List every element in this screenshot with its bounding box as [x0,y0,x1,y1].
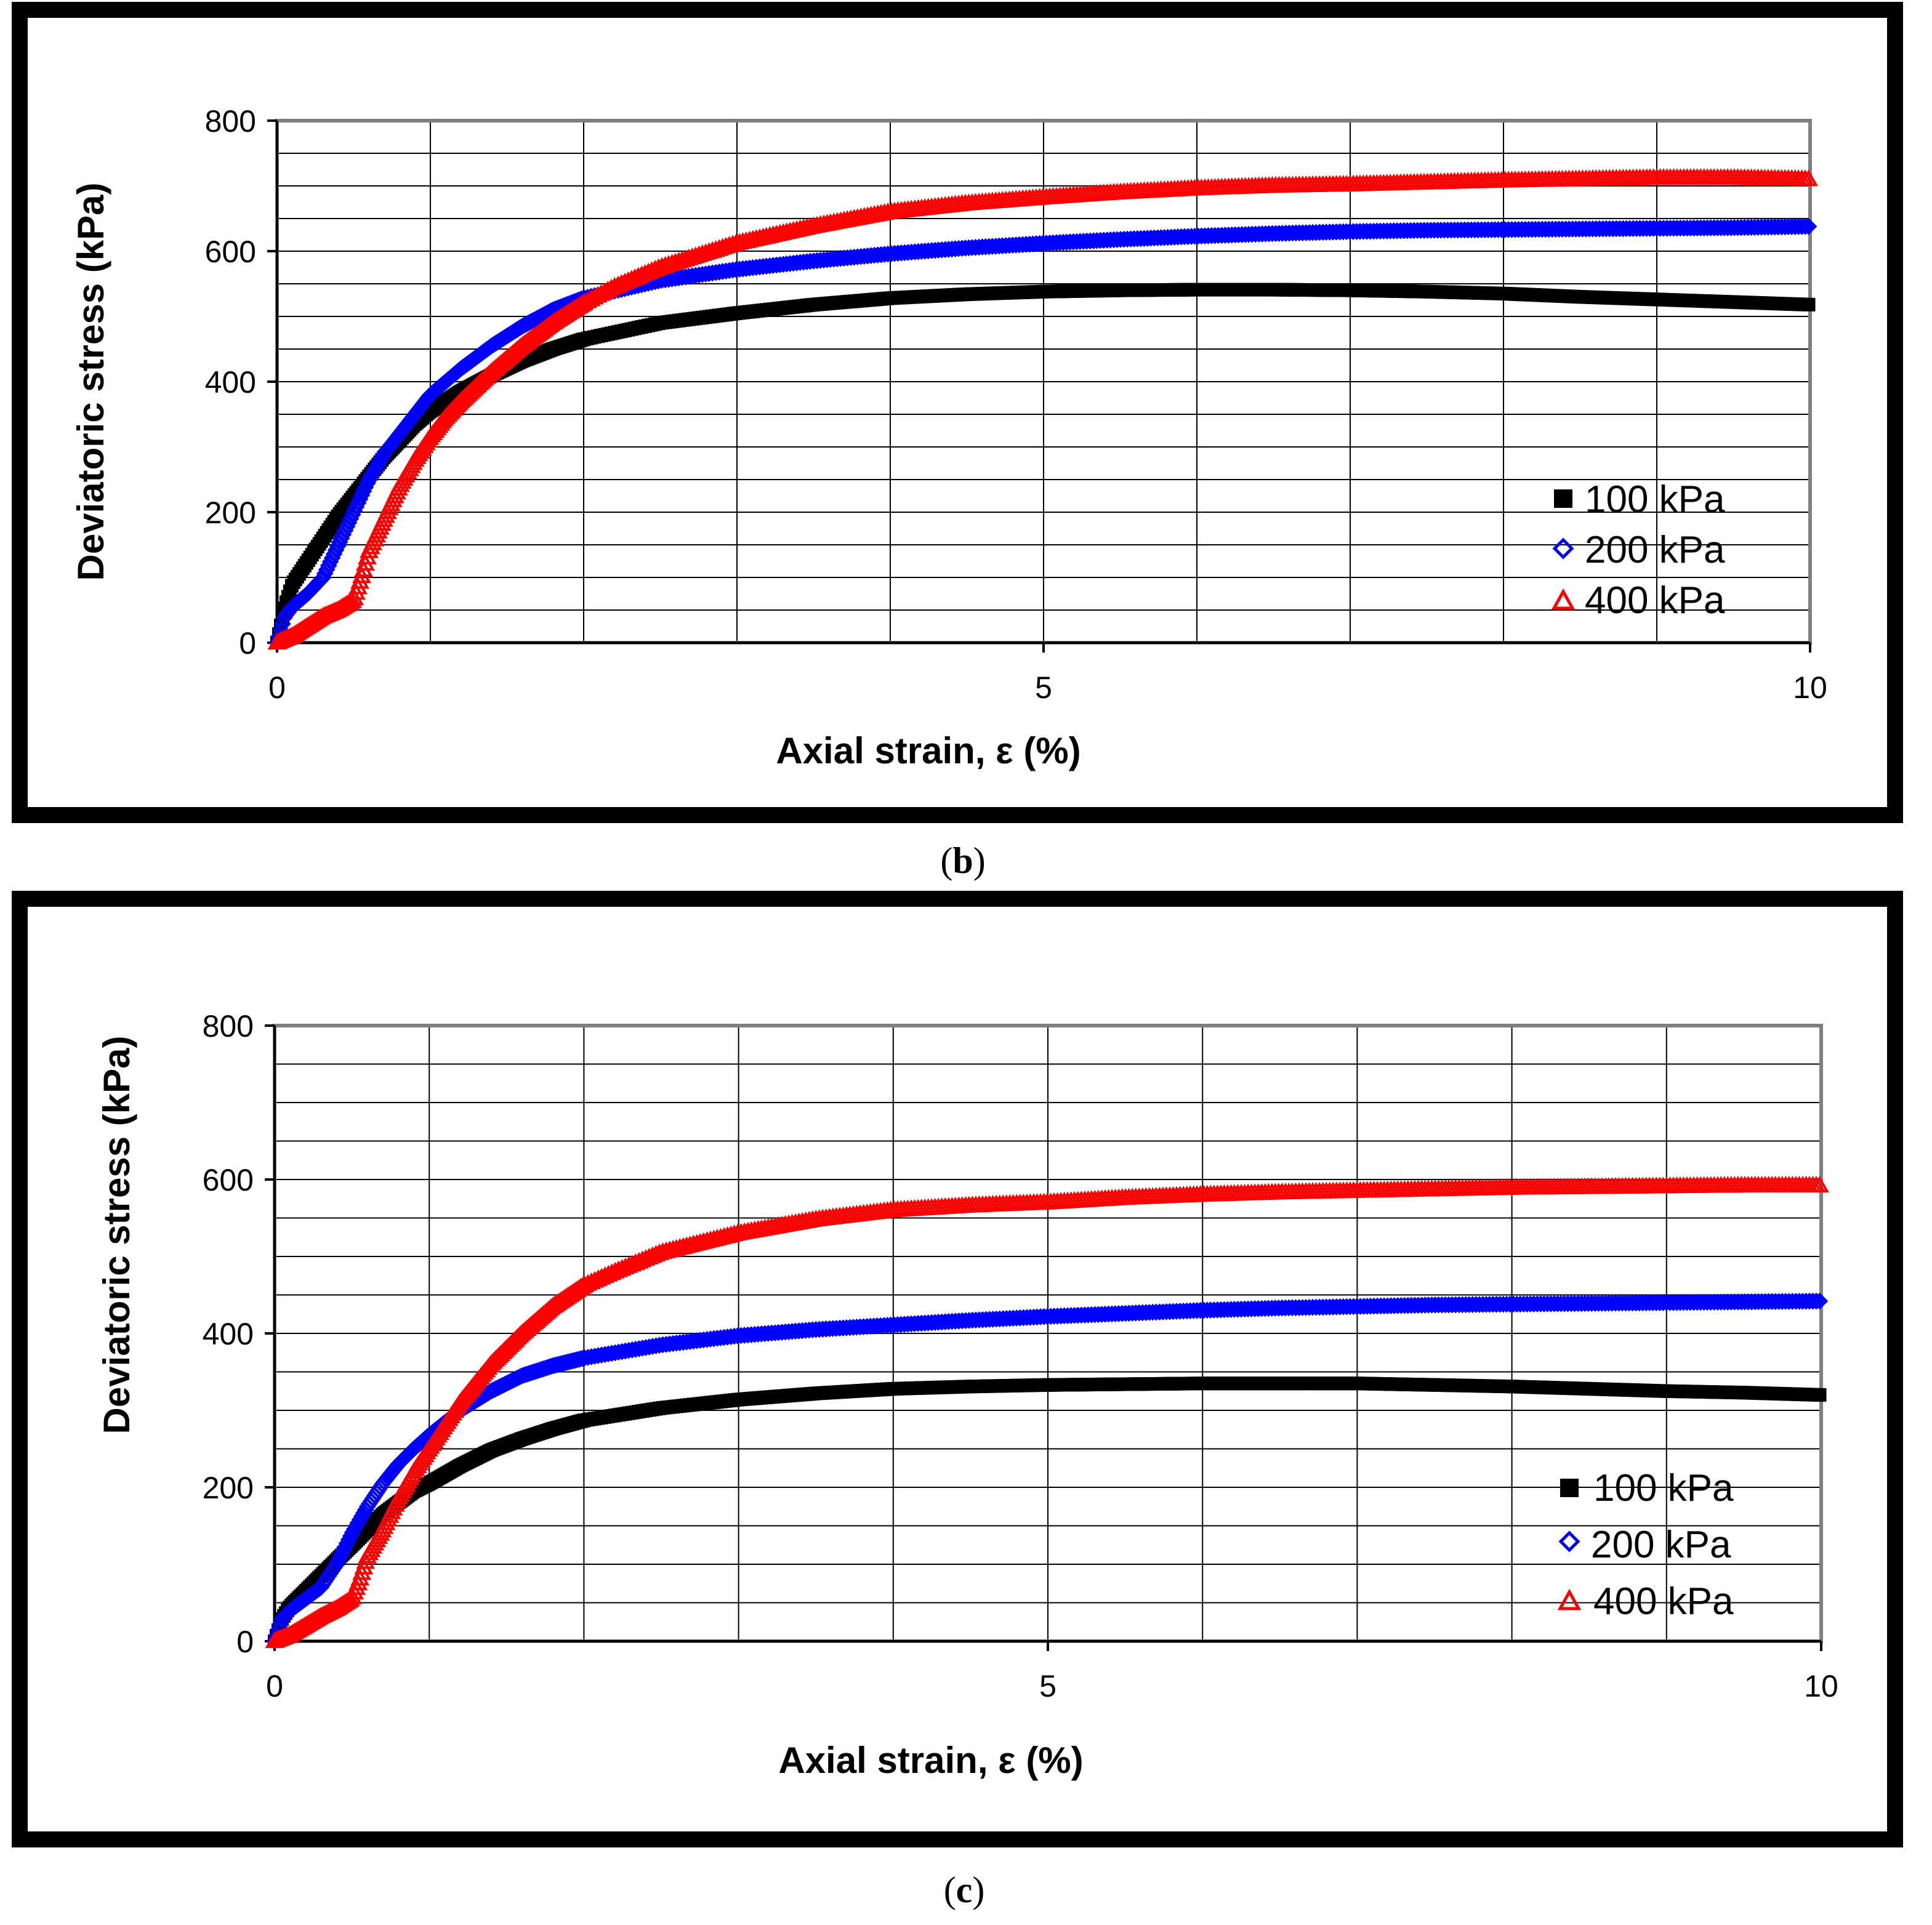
panel-b-legend-label-100: 100 kPa [1585,478,1725,521]
panel-c-y-tick-label: 0 [236,1625,254,1659]
panel-c: 0 200 400 600 800 0 5 10 Deviatoric stress (kP… [12,891,1903,1847]
panel-b-legend-label-200: 200 kPa [1585,529,1725,571]
panel-c-point-diamond [1804,1292,1822,1310]
panel-c-x-ticks: 0 5 10 [266,1641,1838,1703]
panel-c-legend: 100 kPa 200 kPa 400 kPa [1557,1467,1734,1623]
panel-b-y-tick-label: 800 [205,104,256,139]
panel-b-caption: (b) [940,840,985,881]
panel-c-x-axis-title: Axial strain, ε (%) [778,1740,1083,1781]
panel-b-y-tick-label: 200 [205,496,256,530]
panel-c-point-diamond [1808,1292,1825,1310]
panel-b-legend-marker-200 [1552,537,1574,560]
panel-b-legend-marker-100 [1554,489,1572,508]
panel-c-series-400-kpa [265,1175,1829,1648]
panel-c-frame [12,891,1903,1847]
panel-c-legend-label-100: 100 kPa [1593,1467,1734,1509]
panel-b-x-tick-label: 5 [1035,670,1052,705]
panel-c-series [265,1175,1829,1650]
panel-b-point-diamond [1793,218,1811,235]
panel-c-legend-marker-100 [1560,1479,1579,1497]
panel-c-y-ticks: 0 200 400 600 800 [203,1009,275,1659]
panel-b-frame [12,2,1903,823]
panel-c-point-triangle [1810,1175,1829,1192]
panel-b-series [267,168,1818,651]
panel-b-point-triangle [1799,169,1818,187]
panel-c-legend-marker-200 [1558,1530,1580,1553]
panel-b-point-diamond [1797,218,1814,235]
panel-b-legend-label-400: 400 kPa [1585,579,1725,622]
panel-c-x-tick-label: 5 [1039,1669,1057,1703]
panel-b-x-tick-label: 10 [1793,670,1827,705]
panel-c-x-tick-label: 0 [266,1669,283,1703]
panel-c-legend-label-200: 200 kPa [1591,1524,1731,1566]
panel-b-x-ticks: 0 5 10 [268,643,1827,705]
panel-b-y-tick-label: 400 [205,365,256,400]
panel-c-point-square [1813,1388,1827,1402]
panel-b-point-square [1801,297,1816,311]
panel-b-y-tick-label: 0 [239,626,256,661]
panel-b-x-tick-label: 0 [268,670,286,705]
panel-b-point-diamond [1800,217,1817,235]
panel-c-y-tick-label: 200 [203,1471,254,1505]
panel-c-x-tick-label: 10 [1804,1669,1838,1703]
panel-c-legend-label-400: 400 kPa [1593,1580,1734,1623]
panel-b: 0 200 400 600 800 0 5 10 Deviatoric stress (kP… [12,2,1903,823]
panel-b-legend-marker-400 [1551,588,1576,610]
panel-b-x-axis-title: Axial strain, ε (%) [776,730,1081,771]
panel-b-y-tick-label: 600 [205,235,256,269]
panel-c-legend-marker-400 [1557,1588,1582,1610]
panel-c-caption: (c) [944,1870,985,1910]
panel-c-y-axis-title: Deviatoric stress (kPa) [96,1036,137,1434]
panel-c-point-diamond [1811,1292,1829,1310]
panel-b-y-axis-title: Deviatoric stress (kPa) [70,183,111,581]
panel-b-y-ticks: 0 200 400 600 800 [205,104,277,661]
panel-b-series-200-kpa [268,217,1817,651]
panel-b-legend: 100 kPa 200 kPa 400 kPa [1551,478,1725,622]
panel-b-series-400-kpa [267,168,1818,649]
panel-c-y-tick-label: 800 [203,1009,254,1043]
panel-c-y-tick-label: 400 [203,1317,254,1351]
panel-c-y-tick-label: 600 [203,1163,254,1197]
